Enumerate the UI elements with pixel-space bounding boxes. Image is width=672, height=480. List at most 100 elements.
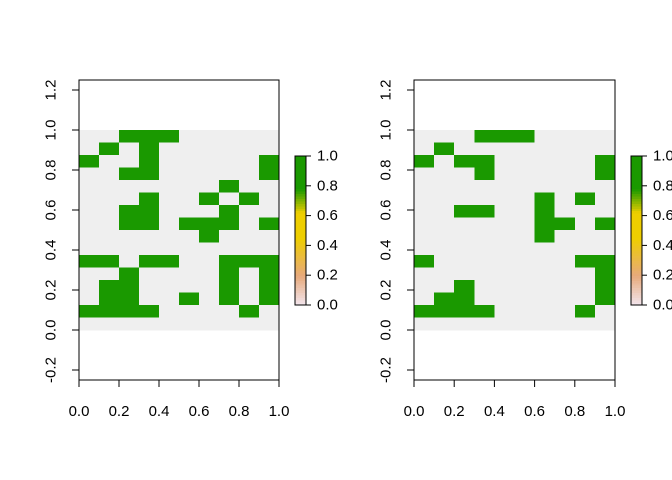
heatmap-cell bbox=[119, 217, 140, 231]
heatmap-cell bbox=[119, 305, 140, 318]
heatmap-cell bbox=[179, 292, 200, 306]
heatmap-cell bbox=[99, 305, 120, 318]
heatmap-cell bbox=[119, 180, 140, 193]
legend-swatch bbox=[631, 242, 642, 246]
legend-swatch bbox=[295, 223, 306, 227]
heatmap-cell bbox=[434, 280, 455, 293]
legend-swatch bbox=[295, 205, 306, 209]
y-tick-label: 1.2 bbox=[378, 80, 395, 101]
heatmap-cell bbox=[159, 317, 180, 331]
legend-tick-label: 0.6 bbox=[653, 207, 672, 224]
legend-swatch bbox=[631, 188, 642, 192]
heatmap-cell bbox=[594, 180, 616, 193]
heatmap-cell bbox=[554, 230, 576, 243]
heatmap-cell bbox=[99, 155, 120, 168]
heatmap-cell bbox=[119, 155, 140, 168]
heatmap-cell bbox=[574, 267, 596, 281]
heatmap-cell bbox=[119, 130, 140, 143]
heatmap-cell bbox=[199, 292, 220, 306]
heatmap-cell bbox=[179, 155, 200, 168]
heatmap-cell bbox=[79, 142, 100, 156]
heatmap-cell bbox=[414, 192, 435, 206]
legend-tick-label: 0.8 bbox=[317, 177, 338, 194]
legend-swatch bbox=[295, 200, 306, 204]
heatmap-cell bbox=[534, 217, 556, 231]
heatmap-cell bbox=[79, 305, 100, 318]
heatmap-cell bbox=[219, 130, 240, 143]
legend-swatch bbox=[631, 302, 642, 306]
heatmap-cell bbox=[454, 305, 475, 318]
heatmap-cell bbox=[99, 205, 120, 218]
heatmap-cell bbox=[414, 180, 435, 193]
legend-swatch bbox=[295, 260, 306, 264]
heatmap-cell bbox=[239, 130, 260, 143]
heatmap-cell bbox=[514, 192, 536, 206]
legend-swatch bbox=[295, 165, 306, 170]
x-tick-label: 1.0 bbox=[605, 403, 626, 420]
heatmap-cell bbox=[514, 292, 536, 306]
heatmap-cell bbox=[159, 180, 180, 193]
heatmap-cell bbox=[79, 267, 100, 281]
legend-tick-label: 0.2 bbox=[317, 267, 338, 284]
heatmap-cell bbox=[474, 292, 495, 306]
y-tick-label: 1.0 bbox=[378, 120, 395, 141]
legend-swatch bbox=[295, 156, 306, 160]
y-tick-label: -0.2 bbox=[43, 357, 60, 383]
heatmap-cell bbox=[159, 242, 180, 256]
heatmap-cell bbox=[414, 217, 435, 231]
legend-swatch bbox=[295, 170, 306, 174]
heatmap-cell bbox=[79, 167, 100, 181]
heatmap-cell bbox=[534, 292, 556, 306]
legend-swatch bbox=[631, 252, 642, 256]
heatmap-cell bbox=[199, 267, 220, 281]
heatmap-cell bbox=[219, 217, 240, 231]
legend-swatch bbox=[295, 168, 306, 172]
heatmap-cell bbox=[514, 167, 536, 181]
heatmap-cell bbox=[594, 217, 616, 231]
heatmap-cell bbox=[554, 130, 576, 143]
legend-swatch bbox=[295, 287, 306, 291]
legend-swatch bbox=[295, 178, 306, 182]
heatmap-cell bbox=[554, 317, 576, 331]
legend-swatch bbox=[631, 285, 642, 289]
heatmap-cell bbox=[414, 292, 435, 306]
heatmap-cell bbox=[594, 317, 616, 331]
heatmap-cell bbox=[434, 255, 455, 268]
heatmap-cell bbox=[454, 167, 475, 181]
heatmap-cell bbox=[414, 142, 435, 156]
heatmap-panel-left: 0.0 0.2 0.4 0.6 0.8 1.0 -0.2 0.0 0.2 0.4 0.6 0.8 1.0… bbox=[43, 79, 338, 420]
heatmap-cell bbox=[554, 180, 576, 193]
heatmap-cell bbox=[434, 305, 455, 318]
heatmap-cell bbox=[434, 292, 455, 306]
legend-tick-label: 1.0 bbox=[653, 148, 672, 165]
heatmap-cell bbox=[119, 142, 140, 156]
heatmap-cell bbox=[259, 167, 280, 181]
x-tick-label: 0.4 bbox=[484, 403, 505, 420]
heatmap-cell bbox=[139, 205, 160, 218]
heatmap-cell bbox=[219, 155, 240, 168]
heatmap-cell bbox=[239, 242, 260, 256]
heatmap-cell bbox=[454, 267, 475, 281]
heatmap-cell bbox=[179, 242, 200, 256]
heatmap-cell bbox=[159, 155, 180, 168]
heatmap-cell bbox=[454, 280, 475, 293]
legend-swatch bbox=[295, 262, 306, 266]
heatmap-cell bbox=[534, 305, 556, 318]
heatmap-cell bbox=[139, 305, 160, 318]
heatmap-cell bbox=[259, 142, 280, 156]
heatmap-cell bbox=[494, 255, 515, 268]
legend-swatch bbox=[295, 213, 306, 217]
heatmap-cell bbox=[554, 192, 576, 206]
x-tick-label: 0.6 bbox=[189, 403, 210, 420]
heatmap-cell bbox=[219, 205, 240, 218]
legend-swatch bbox=[295, 228, 306, 232]
heatmap-cell bbox=[259, 130, 280, 143]
legend-swatch bbox=[631, 235, 642, 239]
heatmap-cell bbox=[414, 255, 435, 268]
heatmap-cell bbox=[474, 130, 495, 143]
legend-tick-label: 1.0 bbox=[317, 148, 338, 165]
heatmap-cell bbox=[574, 155, 596, 168]
x-tick-label: 1.0 bbox=[269, 403, 290, 420]
heatmap-cell bbox=[199, 217, 220, 231]
heatmap-cell bbox=[594, 142, 616, 156]
